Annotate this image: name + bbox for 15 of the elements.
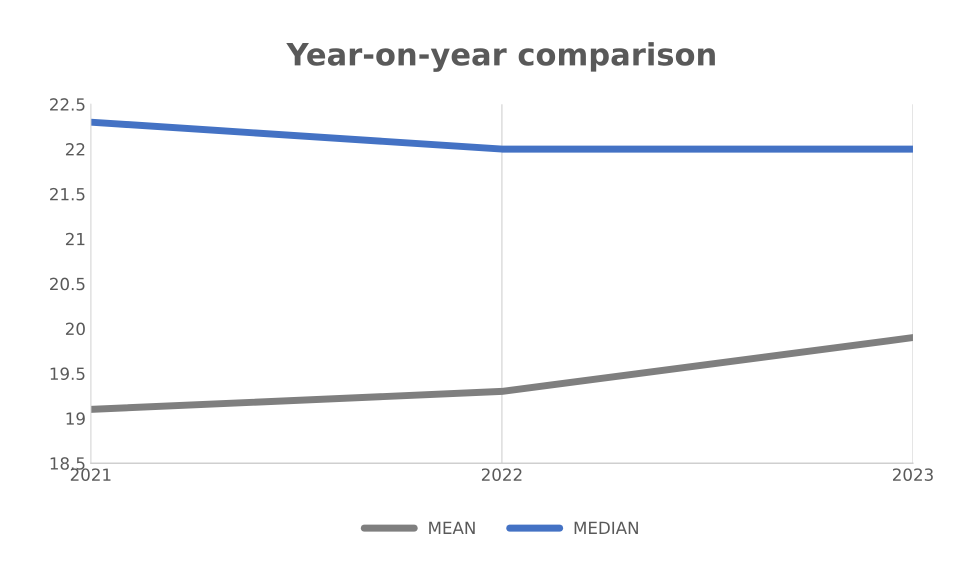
legend-label: MEDIAN (574, 522, 638, 534)
legend-label: MEAN (429, 522, 475, 534)
x-tick-label: 2022 (482, 468, 522, 481)
y-tick-label: 22 (66, 143, 84, 156)
y-tick-label: 21 (66, 232, 84, 246)
y-tick-label: 20 (66, 322, 85, 336)
y-tick-label: 21.5 (50, 188, 85, 201)
x-tick-label: 2021 (70, 468, 110, 481)
y-tick-label: 22.5 (50, 98, 85, 111)
x-tick-label: 2023 (892, 468, 933, 481)
y-tick-label: 20.5 (50, 278, 85, 290)
y-tick-label: 19.5 (50, 367, 85, 380)
y-tick-label: 19 (66, 412, 85, 425)
chart-title: Year-on-year comparison (286, 42, 715, 72)
y-tick-label: 18.5 (50, 457, 85, 470)
